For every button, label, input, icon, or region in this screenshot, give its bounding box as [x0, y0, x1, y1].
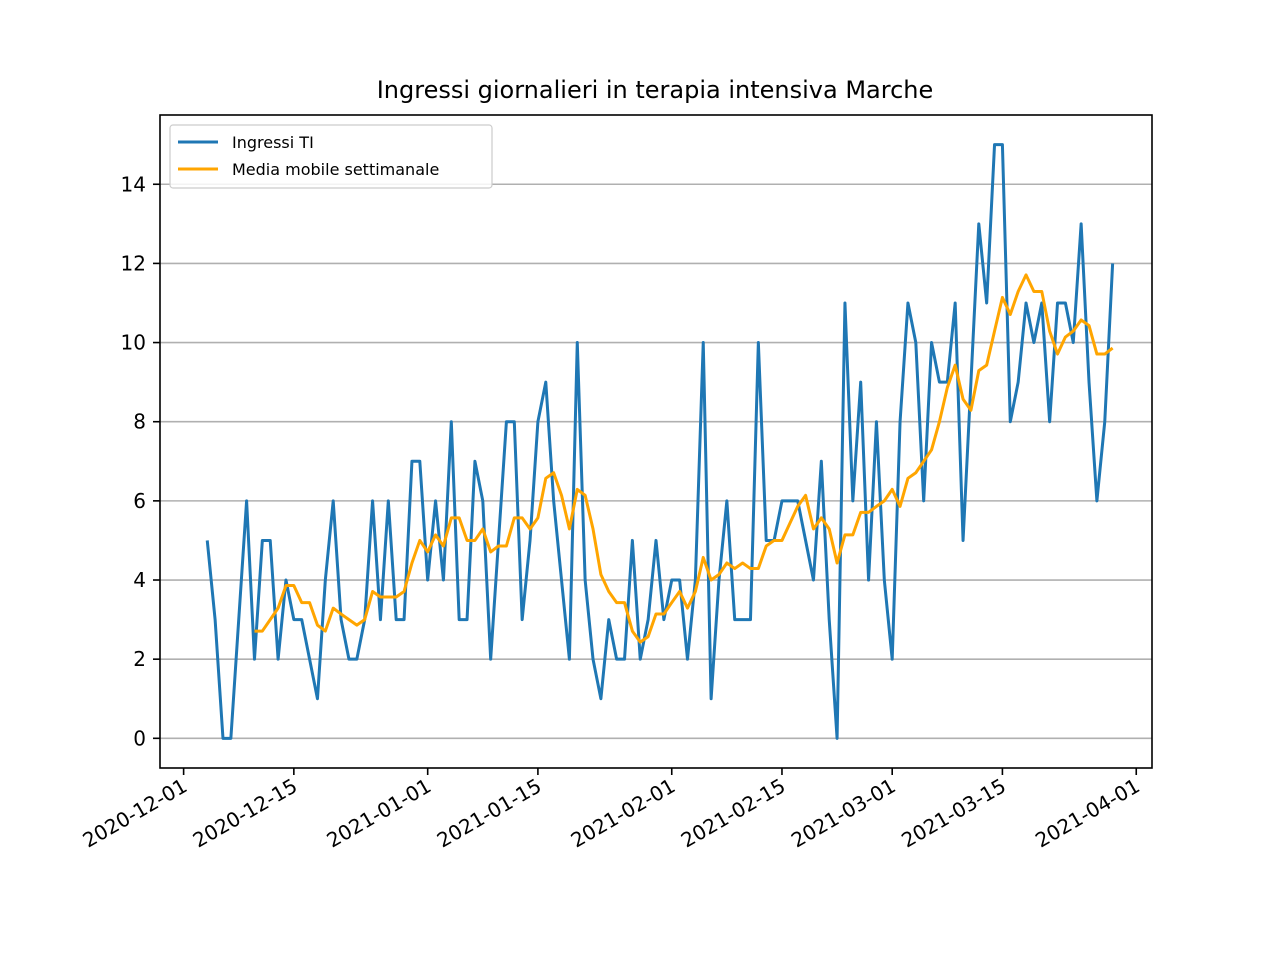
y-tick-label: 14 [121, 172, 146, 196]
y-tick-label: 6 [133, 489, 146, 513]
y-tick-label: 0 [133, 726, 146, 750]
y-tick-label: 4 [133, 568, 146, 592]
y-tick-label: 10 [121, 331, 146, 355]
series-line-1 [254, 273, 1114, 644]
legend-box [169, 124, 493, 189]
legend-label-ingressi: Ingressi TI [232, 133, 314, 152]
legend: Ingressi TI Media mobile settimanale [169, 124, 493, 189]
legend-label-media-mobile: Media mobile settimanale [232, 160, 439, 179]
chart-title: Ingressi giornalieri in terapia intensiv… [377, 76, 934, 104]
plot-area-frame [159, 114, 1153, 769]
series-line-0 [205, 143, 1115, 740]
y-tick-label: 12 [121, 251, 146, 275]
y-tick-label: 2 [133, 647, 146, 671]
series-lines [205, 143, 1115, 740]
y-tick-label: 8 [133, 410, 146, 434]
